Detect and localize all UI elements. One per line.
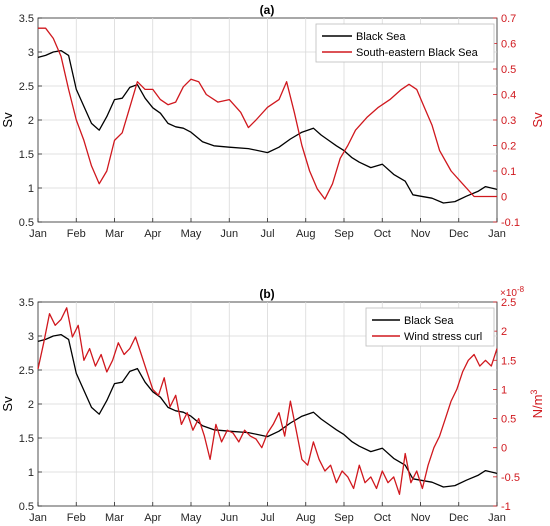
xtick-label-b-3: Apr bbox=[144, 512, 161, 524]
ytick-right-label-b-2: 0 bbox=[501, 443, 507, 455]
panel-b-exponent-base: ×10 bbox=[500, 288, 517, 299]
series-line-b-1 bbox=[37, 307, 498, 495]
series-a bbox=[37, 27, 498, 204]
ytick-left-label-a-6: 3.5 bbox=[19, 13, 34, 25]
panel-b-ylabel-right-base: N/m bbox=[530, 395, 545, 419]
panel-b-title: (b) bbox=[259, 287, 274, 301]
ytick-right-label-a-4: 0.3 bbox=[501, 115, 516, 127]
ytick-left-label-b-1: 1 bbox=[28, 467, 34, 479]
xtick-label-a-10: Nov bbox=[411, 228, 431, 240]
panel-b: Jan Feb Mar Apr May Jun Jul Aug Sep Oct Nov Dec Jan0… bbox=[0, 285, 545, 524]
xtick-label-b-7: Aug bbox=[296, 512, 316, 524]
legend-a-label-red: South-eastern Black Sea bbox=[356, 47, 479, 59]
xtick-label-a-11: Dec bbox=[449, 228, 469, 240]
panel-b-exponent-power: -8 bbox=[517, 285, 525, 294]
xtick-label-a-12: Jan bbox=[488, 228, 506, 240]
xtick-label-b-6: Jul bbox=[260, 512, 274, 524]
ytick-right-label-b-6: 2 bbox=[501, 326, 507, 338]
ytick-right-label-b-5: 1.5 bbox=[501, 355, 516, 367]
xtick-label-a-2: Mar bbox=[105, 228, 124, 240]
xtick-label-b-5: Jun bbox=[220, 512, 238, 524]
legend-b-label-red: Wind stress curl bbox=[404, 331, 482, 343]
panel-a: Jan Feb Mar Apr May Jun Jul Aug Sep Oct Nov Dec Jan0… bbox=[0, 3, 545, 240]
series-line-a-0 bbox=[37, 49, 498, 204]
xtick-label-a-3: Apr bbox=[144, 228, 161, 240]
grid-b bbox=[38, 302, 497, 506]
ytick-left-label-a-4: 2.5 bbox=[19, 81, 34, 93]
xtick-label-a-9: Oct bbox=[374, 228, 391, 240]
xtick-label-a-5: Jun bbox=[220, 228, 238, 240]
ytick-left-label-b-2: 1.5 bbox=[19, 433, 34, 445]
ytick-left-label-b-4: 2.5 bbox=[19, 365, 34, 377]
xtick-label-b-2: Mar bbox=[105, 512, 124, 524]
ytick-right-label-a-7: 0.6 bbox=[501, 39, 516, 51]
panel-b-exponent: ×10-8 bbox=[500, 285, 525, 299]
ticks-a: Jan Feb Mar Apr May Jun Jul Aug Sep Oct Nov Dec Jan0… bbox=[19, 13, 520, 240]
legend-b-label-black: Black Sea bbox=[404, 315, 454, 327]
panel-a-ylabel-right: Sv bbox=[530, 112, 545, 128]
xtick-label-a-6: Jul bbox=[260, 228, 274, 240]
ytick-right-label-a-3: 0.2 bbox=[501, 141, 516, 153]
ytick-left-label-a-3: 2 bbox=[28, 115, 34, 127]
panel-b-ylabel-right: N/m3 bbox=[529, 390, 545, 419]
legend-a: Black Sea South-eastern Black Sea bbox=[315, 23, 495, 63]
xtick-label-b-0: Jan bbox=[29, 512, 47, 524]
xtick-label-a-7: Aug bbox=[296, 228, 316, 240]
xtick-label-b-10: Nov bbox=[411, 512, 431, 524]
panel-a-title: (a) bbox=[260, 3, 275, 17]
ytick-left-label-b-5: 3 bbox=[28, 331, 34, 343]
xtick-label-b-1: Feb bbox=[67, 512, 86, 524]
ytick-right-label-a-8: 0.7 bbox=[501, 13, 516, 25]
xtick-label-b-9: Oct bbox=[374, 512, 391, 524]
panel-b-ylabel-right-sup: 3 bbox=[529, 390, 539, 395]
xtick-label-a-4: May bbox=[181, 228, 202, 240]
series-line-a-1 bbox=[38, 27, 497, 200]
xtick-label-b-11: Dec bbox=[449, 512, 469, 524]
ytick-right-label-b-0: -1 bbox=[501, 501, 511, 513]
ytick-left-label-a-2: 1.5 bbox=[19, 149, 34, 161]
ytick-right-label-a-1: 0 bbox=[501, 192, 507, 204]
ytick-right-label-b-7: 2.5 bbox=[501, 297, 516, 309]
legend-a-box bbox=[315, 23, 495, 63]
panel-a-ylabel-left: Sv bbox=[0, 112, 15, 128]
legend-b-box bbox=[365, 307, 495, 347]
xtick-label-a-1: Feb bbox=[67, 228, 86, 240]
ytick-right-label-a-6: 0.5 bbox=[501, 64, 516, 76]
xtick-label-a-0: Jan bbox=[29, 228, 47, 240]
xtick-label-b-12: Jan bbox=[488, 512, 506, 524]
ytick-right-label-a-2: 0.1 bbox=[501, 166, 516, 178]
ytick-right-label-b-1: -0.5 bbox=[501, 472, 520, 484]
panel-b-ylabel-left: Sv bbox=[0, 396, 15, 412]
ytick-right-label-a-0: -0.1 bbox=[501, 217, 520, 229]
xtick-label-a-8: Sep bbox=[334, 228, 354, 240]
legend-b: Black Sea Wind stress curl bbox=[365, 307, 495, 347]
xtick-label-b-4: May bbox=[181, 512, 202, 524]
xtick-label-b-8: Sep bbox=[334, 512, 354, 524]
ticks-b: Jan Feb Mar Apr May Jun Jul Aug Sep Oct Nov Dec Jan0… bbox=[19, 297, 520, 524]
ytick-left-label-b-3: 2 bbox=[28, 399, 34, 411]
ytick-right-label-b-3: 0.5 bbox=[501, 414, 516, 426]
ytick-left-label-a-1: 1 bbox=[28, 183, 34, 195]
ytick-right-label-a-5: 0.4 bbox=[501, 90, 516, 102]
ytick-right-label-b-4: 1 bbox=[501, 384, 507, 396]
ytick-left-label-a-0: 0.5 bbox=[19, 217, 34, 229]
ytick-left-label-b-0: 0.5 bbox=[19, 501, 34, 513]
legend-a-label-black: Black Sea bbox=[356, 31, 406, 43]
series-b bbox=[37, 307, 498, 495]
ytick-left-label-a-5: 3 bbox=[28, 47, 34, 59]
ytick-left-label-b-6: 3.5 bbox=[19, 297, 34, 309]
